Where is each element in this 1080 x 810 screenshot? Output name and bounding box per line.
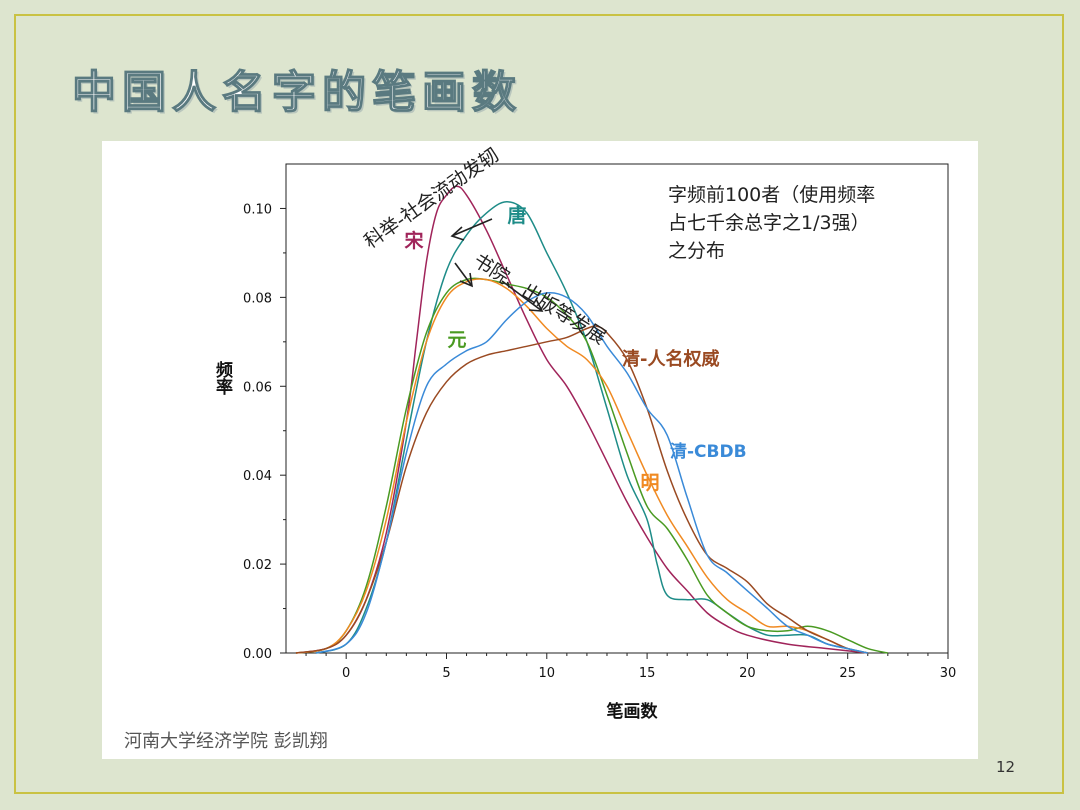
arrow-shuyuan-2-head [528,298,544,312]
y-tick-label: 0.10 [243,202,272,217]
series-line-5 [315,291,868,654]
footer-author: 河南大学经济学院 彭凯翔 [124,731,328,752]
page-number: 12 [996,758,1016,776]
y-axis-title: 频率 [212,360,233,396]
annotation-box-line-1: 字频前100者（使用频率 [668,184,875,206]
series-label-3: 明 [640,472,659,494]
y-tick-label: 0.00 [243,647,272,662]
series-line-1 [315,201,868,654]
x-axis-title: 笔画数 [607,701,659,722]
chart-axes: 0 5 10 15 20 25 30 0.00 0.02 0.04 0.06 0.08 0.10 [243,163,957,681]
chart: 0 5 10 15 20 25 30 0.00 0.02 0.04 0.06 0.08 0.10 宋 唐元… [124,144,957,752]
arrow-keju-head [450,226,465,241]
series-label-2: 元 [447,329,466,351]
slide-frame [14,14,1064,794]
arrow-keju [451,218,493,237]
annotation-shuyuan: 书院、出版等发展 [469,250,610,349]
x-tick-label: 10 [539,666,556,681]
x-tick-label: 20 [739,666,756,681]
slide-title: 中国人名字的笔画数 [71,66,522,118]
y-tick-label: 0.02 [243,558,272,573]
annotation-box-line-3: 之分布 [668,240,725,262]
y-tick-label: 0.04 [243,469,272,484]
y-tick-label: 0.06 [243,380,272,395]
series-line-0 [295,185,868,654]
plot-frame [285,163,949,654]
annotation-arrows [450,218,544,312]
chart-panel: 0 5 10 15 20 25 30 0.00 0.02 0.04 0.06 0.08 0.10 宋 唐元… [102,141,978,759]
annotation-keju: 科举-社会流动发轫 [360,144,503,253]
arrow-shuyuan-1 [454,262,473,287]
series-label-0: 宋 [403,229,423,252]
series-layer [295,185,888,654]
x-tick-label: 25 [839,666,856,681]
series-line-3 [295,278,868,654]
series-label-4: 清-人名权威 [622,348,719,370]
arrow-shuyuan-2 [501,280,543,312]
x-tick-label: 30 [940,666,957,681]
annotation-box-line-2: 占七千余总字之1/3强） [668,212,870,234]
series-line-2 [295,277,888,654]
x-tick-label: 0 [342,666,350,681]
x-tick-label: 5 [442,666,450,681]
series-label-1: 唐 [507,204,526,227]
series-line-4 [295,325,868,654]
y-tick-label: 0.08 [243,291,272,306]
series-label-5: 清-CBDB [670,441,747,462]
x-tick-label: 15 [639,666,656,681]
arrow-shuyuan-1-head [459,272,474,288]
